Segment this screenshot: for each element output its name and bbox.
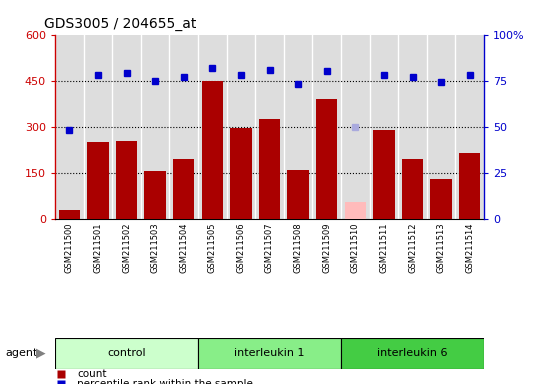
Text: ▶: ▶ [36,347,46,360]
Bar [173,159,195,219]
Text: GSM211508: GSM211508 [294,223,302,273]
Text: percentile rank within the sample: percentile rank within the sample [77,379,253,384]
Bar [58,210,80,219]
Text: GSM211513: GSM211513 [437,223,446,273]
Text: GSM211505: GSM211505 [208,223,217,273]
Bar [201,81,223,219]
Text: GSM211511: GSM211511 [379,223,388,273]
Bar [430,179,452,219]
Bar [144,171,166,219]
Bar [116,141,138,219]
Bar [87,142,109,219]
Bar [344,202,366,219]
Text: GSM211502: GSM211502 [122,223,131,273]
Text: GSM211506: GSM211506 [236,223,245,273]
Bar [230,128,252,219]
Text: GSM211510: GSM211510 [351,223,360,273]
Bar [341,338,484,369]
Text: count: count [77,369,107,379]
Bar [198,338,341,369]
Bar [287,170,309,219]
Text: GSM211514: GSM211514 [465,223,474,273]
Bar [373,130,395,219]
Text: control: control [107,348,146,358]
Text: agent: agent [6,348,38,358]
Text: interleukin 6: interleukin 6 [377,348,448,358]
Text: GSM211507: GSM211507 [265,223,274,273]
Text: GSM211501: GSM211501 [94,223,102,273]
Text: GDS3005 / 204655_at: GDS3005 / 204655_at [44,17,196,31]
Text: interleukin 1: interleukin 1 [234,348,305,358]
Text: GSM211512: GSM211512 [408,223,417,273]
Bar [258,119,280,219]
Text: GSM211503: GSM211503 [151,223,160,273]
Text: GSM211509: GSM211509 [322,223,331,273]
Bar [402,159,424,219]
Bar [459,153,481,219]
Bar [316,99,337,219]
Text: GSM211500: GSM211500 [65,223,74,273]
Bar [55,338,198,369]
Text: GSM211504: GSM211504 [179,223,188,273]
